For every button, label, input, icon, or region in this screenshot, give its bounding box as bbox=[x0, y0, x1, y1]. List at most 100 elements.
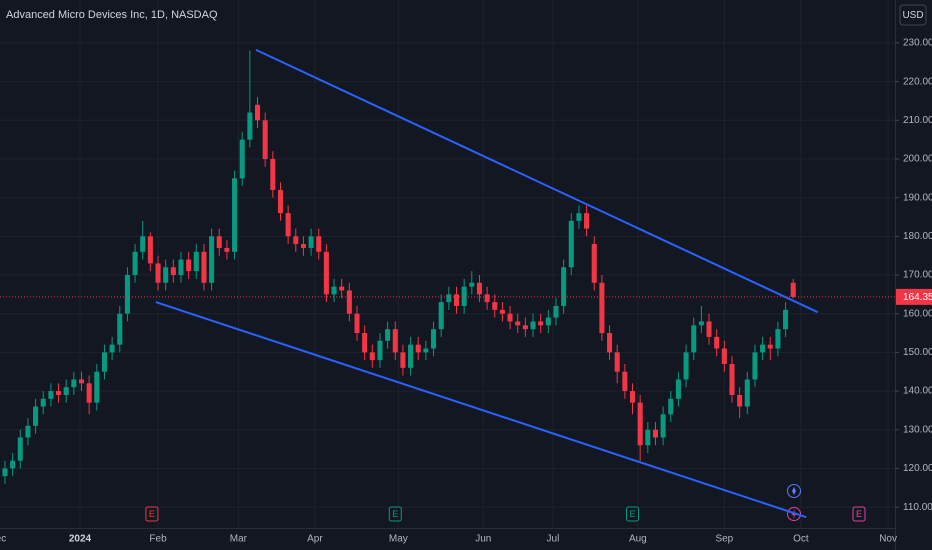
candle-body bbox=[40, 398, 46, 407]
candle-body bbox=[163, 267, 169, 283]
candle-body bbox=[507, 313, 513, 322]
candle-body bbox=[117, 313, 123, 345]
candle-body bbox=[33, 406, 39, 426]
x-tick-label: 2024 bbox=[69, 534, 92, 545]
candle-body bbox=[193, 251, 199, 272]
currency[interactable]: USD bbox=[902, 10, 923, 21]
candle-body bbox=[224, 247, 230, 252]
x-tick-label: Apr bbox=[307, 534, 323, 545]
candle-body bbox=[561, 267, 567, 306]
y-tick-label: 140.00 bbox=[903, 386, 932, 397]
y-tick-label: 180.00 bbox=[903, 231, 932, 242]
candle-body bbox=[308, 236, 314, 248]
candle-body bbox=[752, 352, 758, 380]
candle-body bbox=[775, 329, 781, 349]
candle-body bbox=[622, 371, 628, 392]
candle-body bbox=[668, 398, 674, 415]
candle-body bbox=[147, 236, 153, 264]
y-tick-label: 120.00 bbox=[903, 463, 932, 474]
candle-body bbox=[78, 379, 85, 384]
candle-body bbox=[124, 275, 130, 314]
candle-body bbox=[729, 363, 735, 395]
y-tick-label: 210.00 bbox=[903, 115, 932, 126]
last-price-box bbox=[896, 288, 932, 305]
currency-box[interactable] bbox=[899, 4, 927, 26]
candle-body bbox=[438, 302, 444, 330]
candle-body bbox=[392, 329, 398, 353]
candle-body bbox=[461, 286, 467, 306]
candle-body bbox=[683, 352, 689, 380]
candle-body bbox=[300, 244, 306, 248]
x-tick-label: Mar bbox=[230, 534, 248, 545]
candle-body bbox=[783, 309, 789, 330]
candle-body bbox=[2, 468, 8, 477]
dividend-icon-glyph bbox=[792, 487, 796, 495]
candle-body bbox=[155, 263, 161, 283]
y-tick-label: 160.00 bbox=[903, 308, 932, 319]
candle-body bbox=[691, 325, 697, 353]
y-tick-label: 220.00 bbox=[903, 76, 932, 87]
candle-body bbox=[170, 267, 176, 276]
candle-body bbox=[262, 120, 268, 159]
y-tick-label: 190.00 bbox=[903, 192, 932, 203]
candle-body bbox=[346, 290, 352, 314]
earnings-label: E bbox=[856, 509, 862, 519]
candle-body bbox=[706, 321, 712, 337]
candle-body bbox=[209, 236, 215, 283]
candle-body bbox=[94, 371, 100, 403]
candle-body bbox=[254, 104, 261, 121]
candle-body bbox=[71, 379, 77, 388]
candle-body bbox=[285, 213, 291, 237]
x-tick-label: Jul bbox=[547, 534, 560, 545]
candle-body bbox=[453, 294, 460, 306]
candle-body bbox=[469, 282, 475, 287]
candle-body bbox=[744, 379, 750, 407]
x-tick-label: May bbox=[389, 534, 408, 545]
candle-body bbox=[599, 282, 605, 334]
x-tick-label: Oct bbox=[793, 534, 809, 545]
candle-body bbox=[698, 321, 704, 326]
candle-body bbox=[576, 213, 582, 221]
candle-body bbox=[423, 348, 429, 353]
candle-body bbox=[270, 158, 276, 190]
candle-body bbox=[10, 460, 16, 469]
y-tick-label: 130.00 bbox=[903, 424, 932, 435]
candle-body bbox=[277, 189, 284, 214]
candle-body bbox=[446, 294, 452, 303]
candle-body bbox=[645, 429, 651, 446]
candle-body bbox=[132, 251, 138, 276]
candle-body bbox=[293, 236, 299, 245]
earnings-marker bbox=[145, 506, 159, 522]
chart-title: Advanced Micro Devices Inc, 1D, NASDAQ bbox=[6, 9, 218, 21]
candle-body bbox=[767, 344, 773, 349]
candle-body bbox=[400, 352, 406, 368]
x-tick-label: Dec bbox=[0, 534, 6, 545]
candle-body bbox=[499, 309, 505, 314]
candle-body bbox=[86, 383, 92, 403]
split-icon[interactable] bbox=[787, 507, 801, 521]
y-tick-label: 150.00 bbox=[903, 347, 932, 358]
y-tick-label: 170.00 bbox=[903, 270, 932, 281]
candle-body bbox=[232, 178, 238, 252]
candle-body bbox=[63, 387, 69, 395]
candle-body bbox=[790, 282, 796, 297]
candle-body bbox=[109, 344, 115, 353]
candle-body bbox=[675, 379, 681, 399]
candle-body bbox=[652, 429, 658, 438]
candle-body bbox=[515, 321, 521, 326]
candle-body bbox=[385, 329, 391, 341]
candle-body bbox=[538, 321, 544, 326]
x-tick-label: Feb bbox=[149, 534, 167, 545]
candle-body bbox=[476, 282, 482, 295]
candle-body bbox=[637, 402, 643, 446]
candle-body bbox=[714, 336, 720, 349]
candle-body bbox=[331, 286, 337, 295]
candle-body bbox=[48, 391, 54, 399]
dividend-icon[interactable] bbox=[787, 484, 801, 498]
last-price-label: 164.35 bbox=[903, 292, 932, 303]
candle-body bbox=[239, 139, 245, 179]
candle-body bbox=[408, 344, 414, 368]
x-tick-label: Jun bbox=[475, 534, 491, 545]
